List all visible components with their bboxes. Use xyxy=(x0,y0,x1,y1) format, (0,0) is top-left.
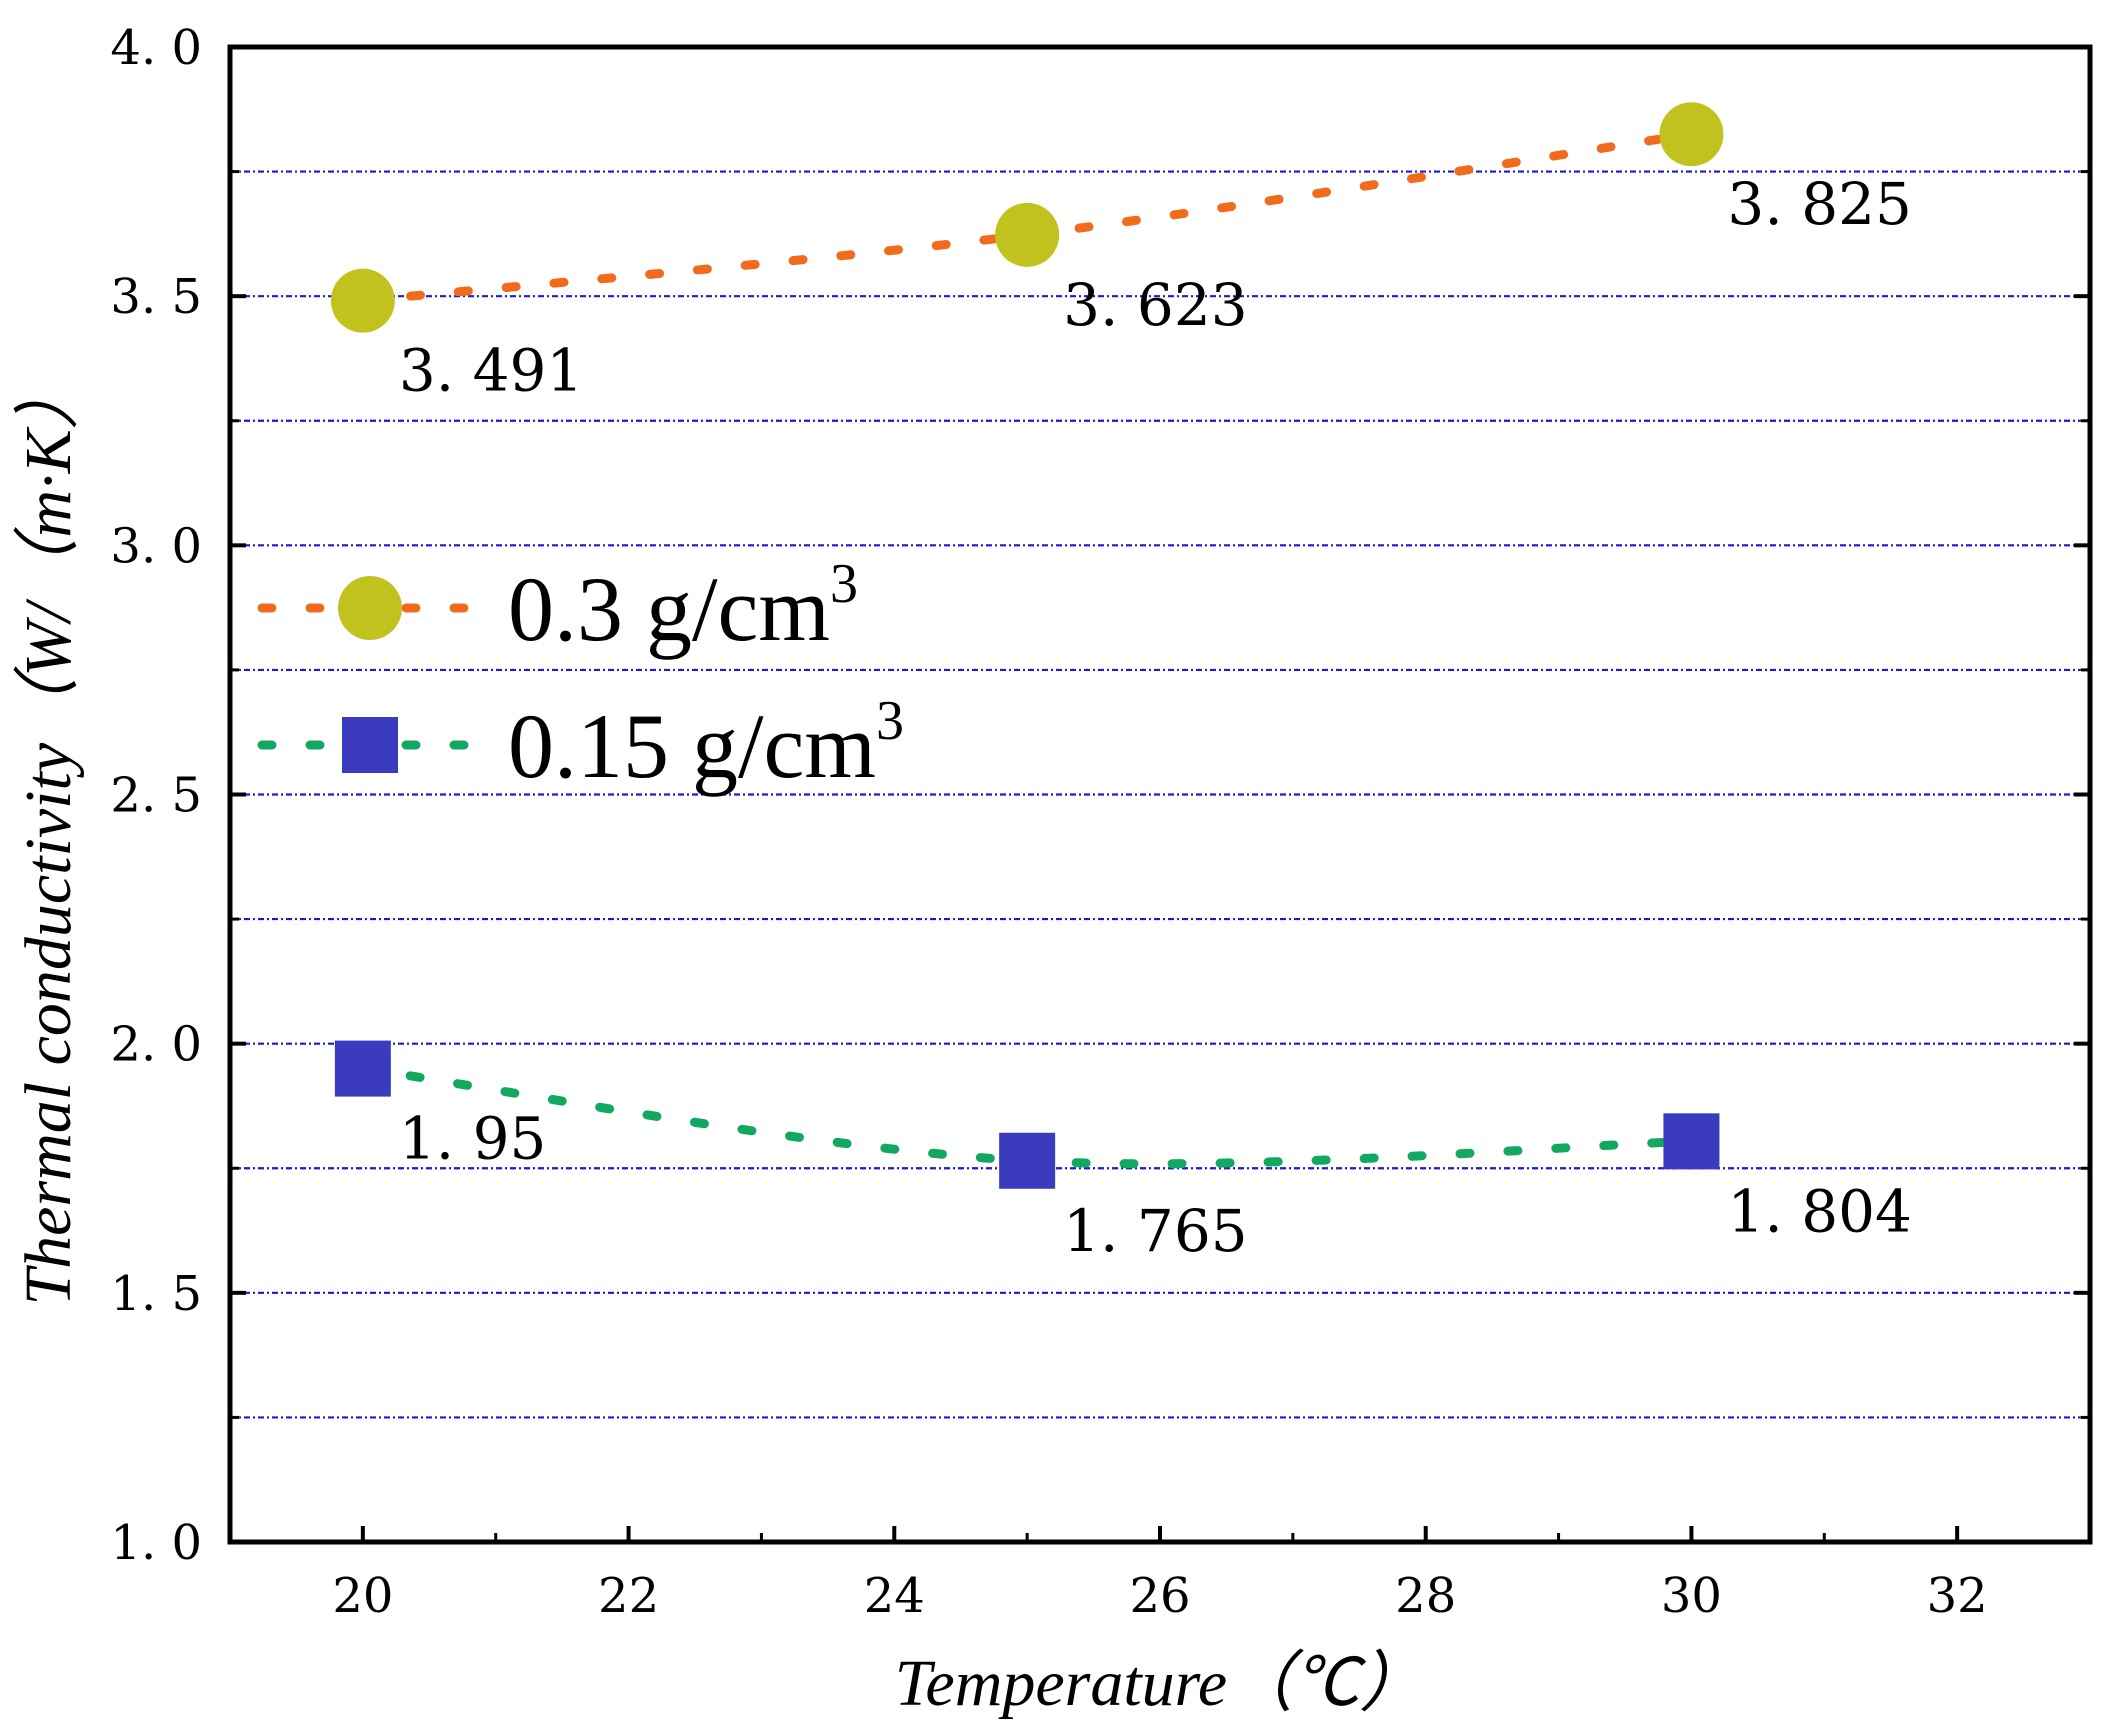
legend: 0.3 g/cm3 0.15 g/cm3 xyxy=(257,553,904,797)
x-tick-label: 20 xyxy=(332,1568,393,1624)
data-point xyxy=(1663,1113,1720,1170)
data-point xyxy=(334,1040,391,1097)
y-tick-label: 3. 0 xyxy=(110,518,202,574)
data-label: 1. 765 xyxy=(1063,1197,1247,1265)
x-tick-label: 26 xyxy=(1129,1568,1190,1624)
y-tick-label: 4. 0 xyxy=(110,20,202,76)
y-tick-label: 2. 5 xyxy=(110,768,202,824)
legend-marker xyxy=(338,576,402,640)
y-tick-label: 2. 0 xyxy=(110,1017,202,1073)
data-label: 1. 804 xyxy=(1727,1177,1911,1245)
x-tick-label: 24 xyxy=(864,1568,925,1624)
data-point xyxy=(995,202,1060,267)
y-tick-label: 3. 5 xyxy=(110,269,202,325)
x-tick-label: 22 xyxy=(598,1568,659,1624)
x-tick-label: 28 xyxy=(1395,1568,1456,1624)
legend-label: 0.15 g/cm3 xyxy=(508,690,904,797)
tick-labels: 20 22 24 26 28 30 32 1. 0 1. 5 2. 0 2. 5 3. 0 3. 5 4.… xyxy=(110,20,1987,1624)
legend-label-superscript: 3 xyxy=(876,690,904,752)
y-axis-title: Thermal conductivity（W/（m·K） xyxy=(12,363,85,1305)
data-label: 1. 95 xyxy=(399,1105,547,1173)
data-label: 3. 491 xyxy=(399,337,583,405)
y-tick-label: 1. 0 xyxy=(110,1515,202,1571)
series-layer: 3. 491 3. 623 3. 825 1. 95 1. 765 1. 804 xyxy=(330,102,1912,1265)
data-label: 3. 623 xyxy=(1063,271,1247,339)
data-label: 3. 825 xyxy=(1727,170,1911,238)
legend-label-superscript: 3 xyxy=(830,553,858,615)
legend-label: 0.3 g/cm3 xyxy=(508,553,858,660)
data-point xyxy=(1659,102,1724,167)
axis-ticks xyxy=(230,45,2092,1544)
y-tick-label: 1. 5 xyxy=(110,1266,202,1322)
gridlines xyxy=(230,170,2090,1419)
x-tick-label: 30 xyxy=(1661,1568,1722,1624)
x-axis-title: Temperature（℃） xyxy=(895,1647,1425,1720)
data-point xyxy=(999,1132,1056,1189)
legend-marker xyxy=(342,717,398,773)
x-tick-label: 32 xyxy=(1927,1568,1988,1624)
data-point xyxy=(330,268,395,333)
